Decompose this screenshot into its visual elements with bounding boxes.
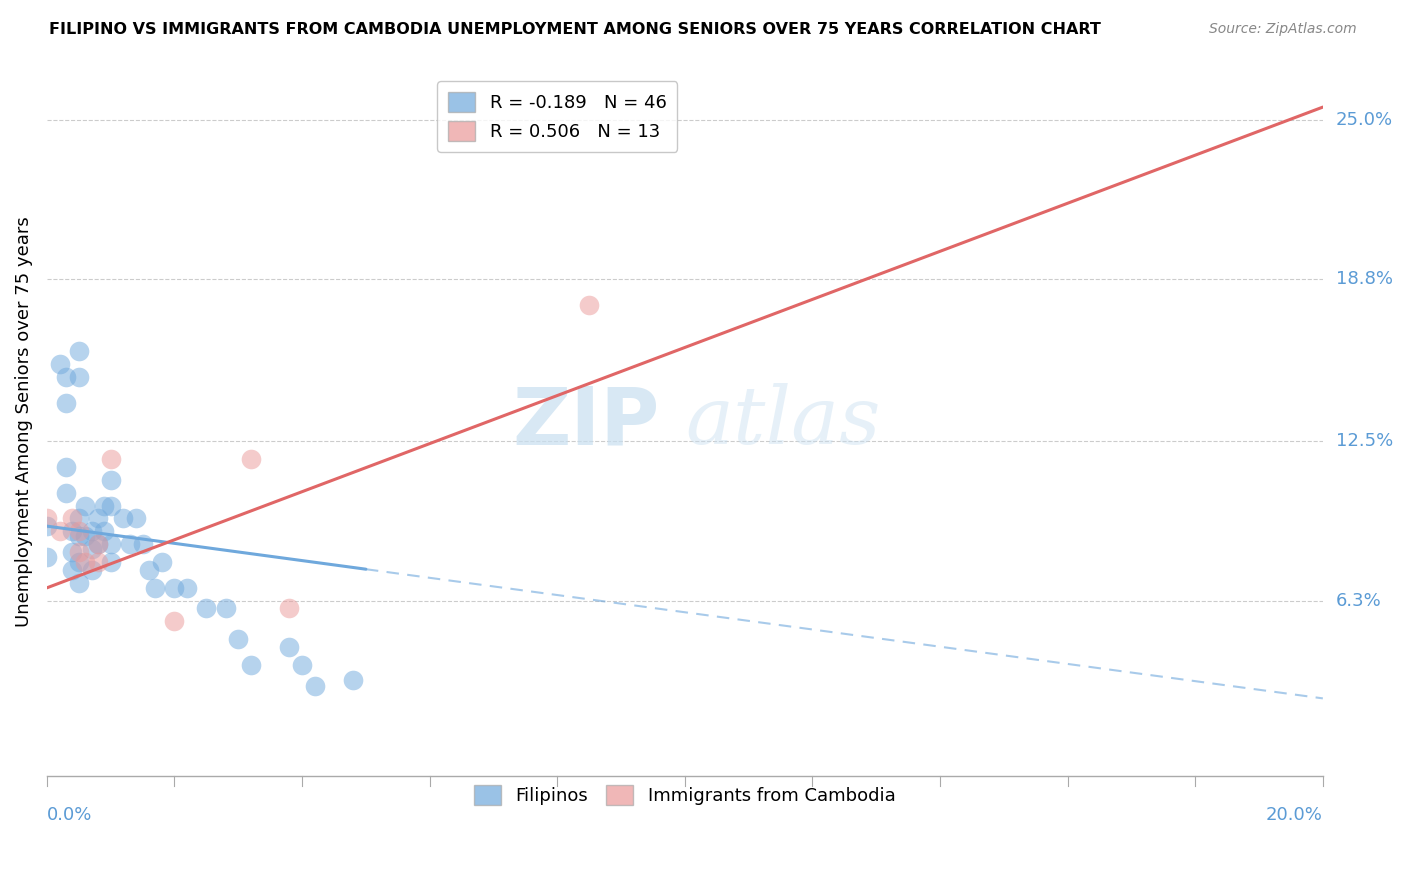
Point (278, 640, 301, 654)
Point (67, 344, 90, 359)
Point (80, 524, 103, 539)
Point (143, 581, 166, 595)
Point (100, 452, 122, 467)
Point (87, 511, 110, 525)
Point (60, 545, 83, 559)
Point (67, 555, 90, 569)
Point (240, 657, 263, 672)
Point (67, 545, 90, 559)
Point (60, 563, 83, 577)
Point (75, 529, 97, 543)
Text: 6.3%: 6.3% (1336, 591, 1381, 610)
Point (60, 524, 83, 539)
Point (67, 575, 90, 590)
Text: Source: ZipAtlas.com: Source: ZipAtlas.com (1209, 22, 1357, 37)
Point (48, 524, 70, 539)
Point (131, 537, 153, 551)
Point (55, 370, 77, 384)
Point (55, 485, 77, 500)
Point (35, 511, 58, 525)
Point (163, 614, 186, 628)
Point (291, 657, 314, 672)
Text: FILIPINO VS IMMIGRANTS FROM CAMBODIA UNEMPLOYMENT AMONG SENIORS OVER 75 YEARS CO: FILIPINO VS IMMIGRANTS FROM CAMBODIA UNE… (49, 22, 1101, 37)
Text: 25.0%: 25.0% (1336, 111, 1393, 129)
Point (55, 395, 77, 409)
Point (67, 511, 90, 525)
Point (176, 581, 198, 595)
Point (87, 555, 110, 569)
Text: 0.0%: 0.0% (46, 806, 93, 824)
Point (118, 537, 141, 551)
Point (75, 555, 97, 569)
Text: 12.5%: 12.5% (1336, 433, 1393, 450)
Point (80, 563, 103, 577)
Point (100, 555, 122, 569)
Point (100, 473, 122, 487)
Point (87, 537, 110, 551)
Point (48, 357, 70, 371)
Point (278, 601, 301, 615)
Point (67, 529, 90, 543)
Point (578, 298, 600, 312)
Point (87, 537, 110, 551)
Legend: Filipinos, Immigrants from Cambodia: Filipinos, Immigrants from Cambodia (467, 778, 903, 813)
Point (226, 632, 249, 647)
Text: atlas: atlas (685, 384, 880, 461)
Text: ZIP: ZIP (512, 383, 659, 461)
Point (75, 499, 97, 513)
Point (55, 460, 77, 475)
Point (100, 499, 122, 513)
Point (240, 452, 263, 467)
Point (93, 524, 115, 539)
Point (80, 542, 103, 557)
Point (125, 511, 148, 525)
Point (35, 549, 58, 564)
Point (163, 581, 186, 595)
Text: 18.8%: 18.8% (1336, 270, 1392, 288)
Point (195, 601, 218, 615)
Text: 20.0%: 20.0% (1265, 806, 1323, 824)
Y-axis label: Unemployment Among Seniors over 75 years: Unemployment Among Seniors over 75 years (15, 217, 32, 627)
Point (138, 563, 160, 577)
Point (100, 537, 122, 551)
Point (67, 370, 90, 384)
Point (150, 555, 173, 569)
Point (93, 499, 115, 513)
Point (60, 511, 83, 525)
Point (112, 511, 135, 525)
Point (35, 519, 58, 533)
Point (214, 601, 236, 615)
Point (304, 679, 326, 693)
Point (67, 524, 90, 539)
Point (342, 673, 364, 688)
